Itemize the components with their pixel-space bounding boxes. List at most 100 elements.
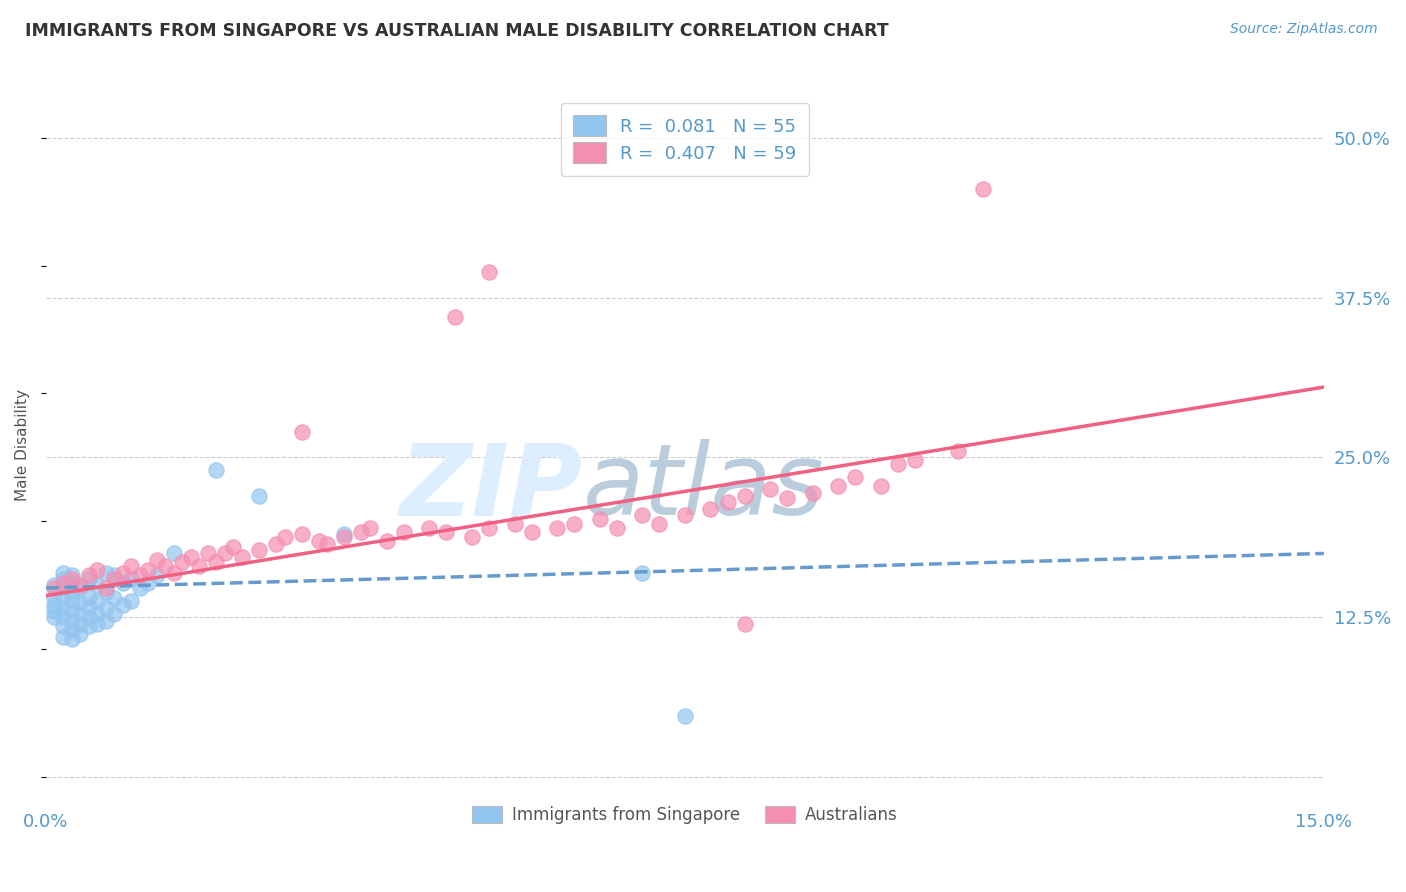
- Point: [631, 508, 654, 522]
- Point: [418, 521, 440, 535]
- Point: [222, 540, 245, 554]
- Point: [264, 537, 287, 551]
- Point: [699, 501, 721, 516]
- Point: [44, 581, 66, 595]
- Point: [52, 591, 75, 606]
- Point: [546, 521, 568, 535]
- Point: [247, 489, 270, 503]
- Point: [776, 491, 799, 506]
- Point: [673, 508, 696, 522]
- Point: [734, 489, 756, 503]
- Point: [350, 524, 373, 539]
- Point: [120, 572, 142, 586]
- Point: [94, 581, 117, 595]
- Text: atlas: atlas: [582, 439, 824, 536]
- Point: [86, 563, 108, 577]
- Point: [44, 578, 66, 592]
- Point: [128, 581, 150, 595]
- Point: [887, 457, 910, 471]
- Point: [247, 542, 270, 557]
- Point: [197, 546, 219, 560]
- Point: [94, 601, 117, 615]
- Point: [214, 546, 236, 560]
- Point: [77, 600, 100, 615]
- Point: [801, 486, 824, 500]
- Point: [77, 610, 100, 624]
- Point: [103, 572, 125, 586]
- Y-axis label: Male Disability: Male Disability: [15, 389, 30, 500]
- Point: [77, 568, 100, 582]
- Point: [562, 516, 585, 531]
- Point: [145, 568, 167, 582]
- Point: [69, 578, 91, 592]
- Point: [520, 524, 543, 539]
- Point: [94, 584, 117, 599]
- Point: [52, 575, 75, 590]
- Point: [163, 566, 186, 580]
- Point: [60, 572, 83, 586]
- Text: Source: ZipAtlas.com: Source: ZipAtlas.com: [1230, 22, 1378, 37]
- Point: [231, 550, 253, 565]
- Point: [103, 568, 125, 582]
- Point: [180, 550, 202, 565]
- Text: IMMIGRANTS FROM SINGAPORE VS AUSTRALIAN MALE DISABILITY CORRELATION CHART: IMMIGRANTS FROM SINGAPORE VS AUSTRALIAN …: [25, 22, 889, 40]
- Point: [734, 616, 756, 631]
- Point: [461, 530, 484, 544]
- Point: [52, 601, 75, 615]
- Point: [631, 566, 654, 580]
- Point: [69, 596, 91, 610]
- Point: [136, 563, 159, 577]
- Point: [44, 610, 66, 624]
- Point: [52, 619, 75, 633]
- Point: [589, 512, 612, 526]
- Point: [128, 568, 150, 582]
- Point: [375, 533, 398, 548]
- Point: [759, 483, 782, 497]
- Point: [86, 594, 108, 608]
- Point: [94, 566, 117, 580]
- Point: [44, 591, 66, 606]
- Point: [60, 632, 83, 647]
- Point: [103, 591, 125, 606]
- Point: [188, 559, 211, 574]
- Point: [716, 495, 738, 509]
- Point: [673, 709, 696, 723]
- Point: [444, 310, 467, 324]
- Point: [478, 521, 501, 535]
- Point: [60, 568, 83, 582]
- Text: ZIP: ZIP: [399, 439, 582, 536]
- Point: [163, 546, 186, 560]
- Point: [972, 182, 994, 196]
- Point: [52, 566, 75, 580]
- Point: [60, 584, 83, 599]
- Point: [86, 578, 108, 592]
- Point: [308, 533, 330, 548]
- Point: [648, 516, 671, 531]
- Point: [103, 607, 125, 621]
- Point: [69, 581, 91, 595]
- Legend: Immigrants from Singapore, Australians: Immigrants from Singapore, Australians: [463, 796, 908, 834]
- Point: [478, 265, 501, 279]
- Point: [52, 630, 75, 644]
- Point: [205, 555, 228, 569]
- Point: [333, 527, 356, 541]
- Point: [606, 521, 628, 535]
- Point: [333, 530, 356, 544]
- Point: [52, 610, 75, 624]
- Point: [52, 581, 75, 595]
- Point: [145, 553, 167, 567]
- Point: [60, 594, 83, 608]
- Point: [77, 572, 100, 586]
- Point: [69, 616, 91, 631]
- Point: [120, 559, 142, 574]
- Point: [86, 607, 108, 621]
- Point: [290, 425, 312, 439]
- Point: [94, 614, 117, 628]
- Point: [155, 559, 177, 574]
- Point: [69, 607, 91, 621]
- Point: [60, 614, 83, 628]
- Point: [60, 575, 83, 590]
- Point: [290, 527, 312, 541]
- Point: [904, 453, 927, 467]
- Point: [60, 624, 83, 638]
